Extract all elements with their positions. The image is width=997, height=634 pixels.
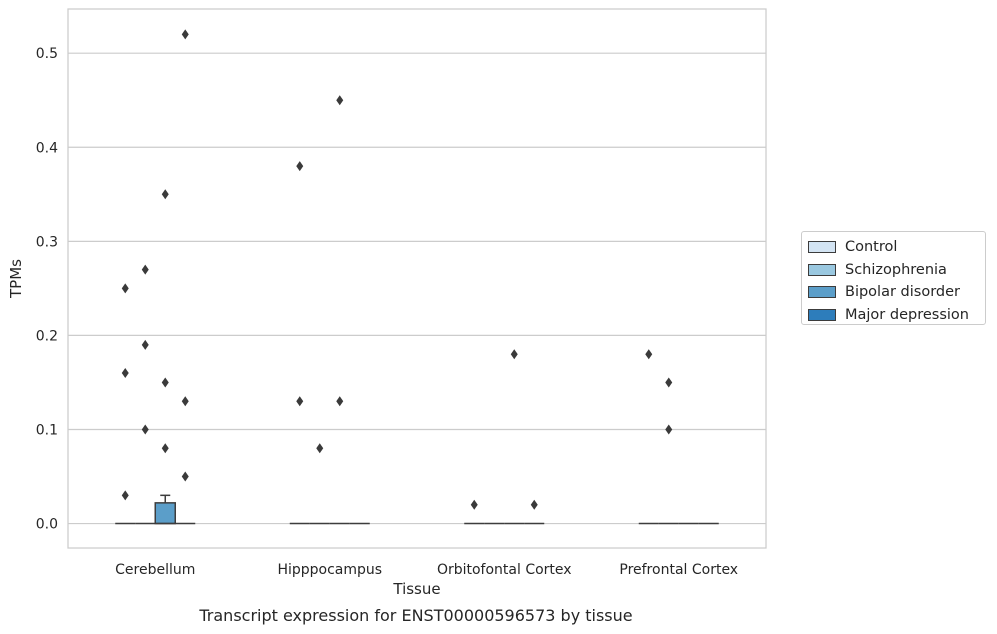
outlier-point: [645, 349, 653, 360]
legend-label: Major depression: [845, 306, 969, 323]
grid-layer: [68, 52, 766, 525]
x-axis-label: Tissue: [392, 580, 440, 598]
outlier-point: [161, 377, 169, 388]
legend-swatch: [808, 286, 836, 299]
outlier-point: [161, 189, 169, 200]
outlier-point: [161, 443, 169, 454]
outlier-point: [296, 396, 304, 407]
outlier-point: [510, 349, 518, 360]
outlier-point: [141, 424, 149, 435]
legend-swatch: [808, 308, 836, 321]
x-tick-label: Hipppocampus: [277, 562, 382, 578]
outlier-point: [336, 396, 344, 407]
outlier-layer: [121, 29, 673, 510]
x-tick-label: Orbitofontal Cortex: [437, 562, 572, 578]
x-tick-labels: Cerebellum Hipppocampus Orbitofontal Corte…: [115, 562, 738, 578]
x-tick-label: Prefrontal Cortex: [619, 562, 738, 578]
outlier-point: [470, 499, 478, 510]
outlier-point: [181, 29, 189, 40]
legend-item: Schizophrenia: [808, 259, 985, 282]
box-bipolar-disorder: [154, 494, 176, 525]
legend-swatch: [808, 241, 836, 254]
outlier-point: [316, 443, 324, 454]
chart-title: Transcript expression for ENST0000059657…: [199, 606, 633, 625]
y-tick-label: 0.4: [36, 140, 58, 156]
outlier-point: [121, 490, 129, 501]
plot-frame: [67, 8, 767, 549]
outlier-point: [530, 499, 538, 510]
y-tick-label: 0.5: [36, 46, 58, 62]
outlier-point: [141, 339, 149, 350]
y-tick-labels: 0.0 0.1 0.2 0.3 0.4 0.5: [36, 46, 58, 532]
outlier-point: [665, 424, 673, 435]
box-body: [154, 502, 176, 525]
y-tick-label: 0.1: [36, 422, 58, 438]
legend-label: Schizophrenia: [845, 261, 947, 278]
legend-swatch: [808, 263, 836, 276]
box-layer: [115, 494, 719, 525]
legend-item: Control: [808, 236, 985, 259]
y-tick-label: 0.2: [36, 328, 58, 344]
legend-item: Major depression: [808, 304, 985, 327]
outlier-point: [141, 264, 149, 275]
x-tick-label: Cerebellum: [115, 562, 195, 578]
outlier-point: [181, 471, 189, 482]
outlier-point: [121, 368, 129, 379]
outlier-point: [121, 283, 129, 294]
outlier-point: [181, 396, 189, 407]
outlier-point: [296, 161, 304, 172]
y-tick-label: 0.0: [36, 517, 58, 533]
y-tick-label: 0.3: [36, 234, 58, 250]
outlier-point: [336, 95, 344, 106]
legend-label: Control: [845, 239, 898, 256]
legend-item: Bipolar disorder: [808, 281, 985, 304]
legend-label: Bipolar disorder: [845, 284, 960, 301]
legend: Control Schizophrenia Bipolar disorder Majo…: [801, 231, 986, 325]
y-axis-label: TPMs: [7, 259, 25, 299]
outlier-point: [665, 377, 673, 388]
